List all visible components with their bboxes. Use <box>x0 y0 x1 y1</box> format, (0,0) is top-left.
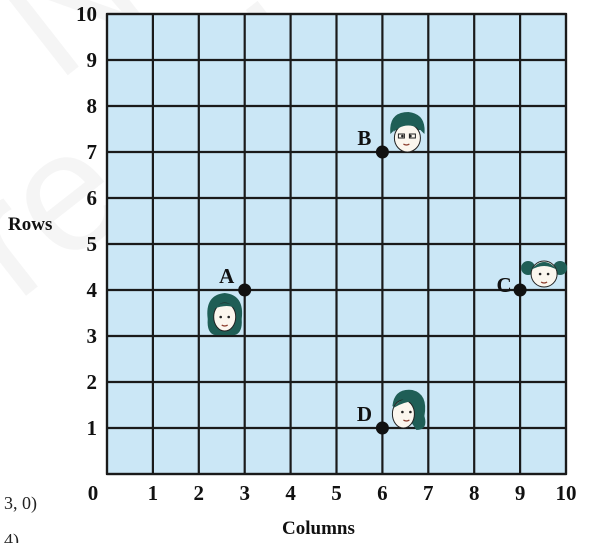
y-tick-label: 8 <box>87 94 98 118</box>
x-tick-label: 0 <box>88 481 99 505</box>
y-tick-label: 1 <box>87 416 98 440</box>
x-tick-label: 10 <box>556 481 577 505</box>
y-tick-label: 3 <box>87 324 98 348</box>
y-tick-label: 9 <box>87 48 98 72</box>
boy-face-icon <box>390 112 425 153</box>
x-tick-label: 2 <box>194 481 205 505</box>
point-c <box>513 283 527 297</box>
figures-layer <box>207 112 568 430</box>
y-axis-title: Rows <box>8 214 53 235</box>
grid-lines <box>105 12 568 476</box>
x-tick-label: 3 <box>239 481 250 505</box>
point-label-c: C <box>497 273 512 297</box>
y-tick-labels: 1 2 3 4 5 6 7 8 9 10 <box>76 2 98 440</box>
point-b <box>375 145 389 159</box>
x-axis-title: Columns <box>282 518 355 539</box>
point-label-a: A <box>219 264 235 288</box>
cropped-text-fragment-1: 3, 0) <box>4 493 37 513</box>
y-tick-label: 10 <box>76 2 97 26</box>
girl-face-icon <box>207 293 243 335</box>
y-tick-label: 7 <box>87 140 98 164</box>
y-tick-label: 6 <box>87 186 98 210</box>
x-tick-label: 1 <box>148 481 159 505</box>
x-tick-labels: 0 1 2 3 4 5 6 7 8 9 10 <box>88 481 577 505</box>
points-layer: A B C D <box>219 126 527 435</box>
point-label-b: B <box>357 126 371 150</box>
x-tick-label: 9 <box>515 481 526 505</box>
x-tick-label: 6 <box>377 481 388 505</box>
x-tick-label: 4 <box>285 481 296 505</box>
point-a <box>238 283 252 297</box>
y-tick-label: 2 <box>87 370 98 394</box>
girl-with-buns-face-icon <box>521 260 568 288</box>
cropped-text-fragment-2: 4) <box>4 530 19 543</box>
point-d <box>375 421 389 435</box>
x-tick-label: 8 <box>469 481 480 505</box>
y-tick-label: 5 <box>87 232 98 256</box>
y-tick-label: 4 <box>87 278 98 302</box>
boy-side-face-icon <box>391 389 426 430</box>
x-tick-label: 7 <box>423 481 434 505</box>
point-label-d: D <box>357 402 372 426</box>
x-tick-label: 5 <box>331 481 342 505</box>
